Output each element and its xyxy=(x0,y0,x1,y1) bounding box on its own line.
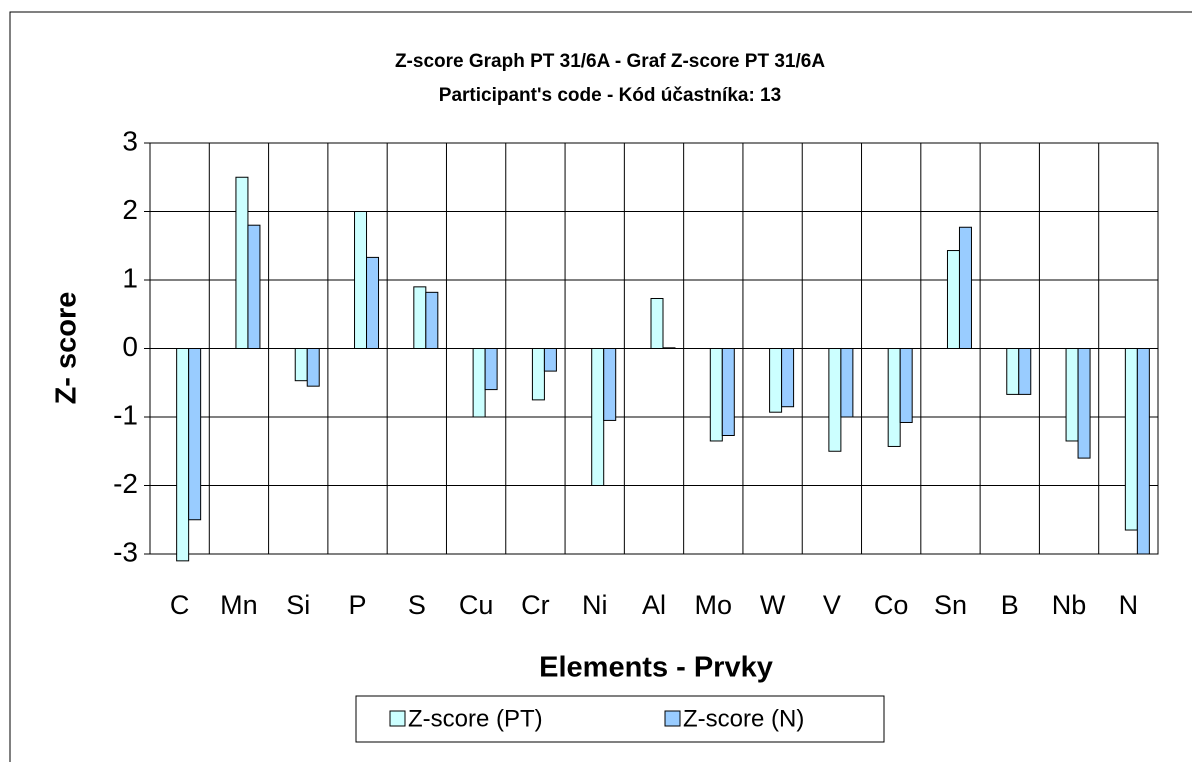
x-tick-label: Mn xyxy=(220,590,258,620)
bar xyxy=(425,291,439,349)
x-tick-label: Sn xyxy=(934,590,967,620)
bar xyxy=(650,297,664,349)
x-tick-label: Al xyxy=(642,590,666,620)
bar xyxy=(235,176,249,349)
x-tick-label: B xyxy=(1001,590,1019,620)
bar xyxy=(472,348,486,418)
bar xyxy=(531,348,545,401)
bar xyxy=(840,348,854,418)
y-axis-label: Z- score xyxy=(51,292,83,405)
y-tick-label: -2 xyxy=(113,468,138,499)
bar xyxy=(176,348,190,562)
bar xyxy=(354,211,368,349)
x-tick-label: N xyxy=(1119,590,1139,620)
bar xyxy=(366,256,380,349)
bar xyxy=(828,348,842,452)
bar xyxy=(294,348,308,382)
bar xyxy=(721,348,735,436)
legend-swatch xyxy=(389,710,406,727)
bar xyxy=(413,286,427,350)
bar xyxy=(1124,348,1138,531)
bar xyxy=(591,348,605,486)
bar xyxy=(306,348,320,387)
bar xyxy=(769,348,783,413)
legend-label: Z-score (PT) xyxy=(408,705,543,732)
y-tick-label: -3 xyxy=(113,536,138,567)
x-tick-label: Si xyxy=(286,590,310,620)
bar xyxy=(1077,348,1091,459)
x-tick-label: P xyxy=(349,590,367,620)
bar xyxy=(543,348,557,372)
x-tick-label: Ni xyxy=(582,590,608,620)
x-tick-label: S xyxy=(408,590,426,620)
bar xyxy=(603,348,617,421)
bar xyxy=(188,348,202,521)
x-tick-label: Cr xyxy=(521,590,550,620)
chart-frame xyxy=(9,11,1192,762)
chart-title: Z-score Graph PT 31/6A - Graf Z-score PT… xyxy=(395,51,825,72)
x-tick-label: Nb xyxy=(1052,590,1087,620)
bar xyxy=(1065,348,1079,442)
y-tick-label: 2 xyxy=(122,194,138,225)
bar xyxy=(887,348,901,447)
bar xyxy=(1006,348,1020,395)
x-tick-label: V xyxy=(823,590,841,620)
x-tick-label: Co xyxy=(874,590,909,620)
chart-subtitle: Participant's code - Kód účastníka: 13 xyxy=(439,85,781,106)
legend-label: Z-score (N) xyxy=(683,705,804,732)
bar xyxy=(484,348,498,391)
bar xyxy=(1136,348,1150,555)
y-tick-label: 3 xyxy=(122,125,138,156)
x-tick-label: Cu xyxy=(459,590,494,620)
legend-swatch xyxy=(664,710,681,727)
bar xyxy=(899,348,913,423)
legend-box xyxy=(355,695,885,743)
bar xyxy=(1018,348,1032,395)
y-tick-label: 1 xyxy=(122,262,138,293)
bar xyxy=(781,348,795,408)
x-tick-label: C xyxy=(170,590,190,620)
x-tick-label: Mo xyxy=(695,590,733,620)
bar xyxy=(709,348,723,442)
bar xyxy=(247,224,261,349)
x-tick-label: W xyxy=(760,590,786,620)
bar xyxy=(946,250,960,349)
bar xyxy=(958,226,972,350)
x-axis-label: Elements - Prvky xyxy=(539,652,773,684)
y-tick-label: 0 xyxy=(122,331,138,362)
y-tick-label: -1 xyxy=(113,399,138,430)
